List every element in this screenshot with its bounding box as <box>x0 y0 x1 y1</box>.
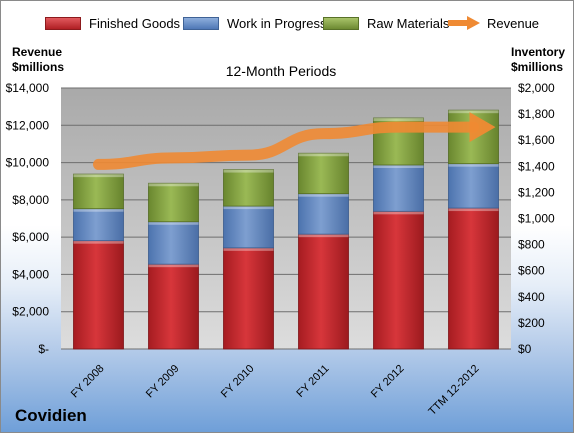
right-tick-label: $2,000 <box>518 81 555 95</box>
bar-top-bevel <box>148 264 199 268</box>
bar-top-bevel <box>223 206 274 210</box>
left-tick-label: $4,000 <box>12 267 49 281</box>
category-label: FY 2009 <box>144 363 182 401</box>
bar-top-bevel <box>448 110 499 114</box>
bar-top-bevel <box>298 234 349 238</box>
left-tick-label: $8,000 <box>12 193 49 207</box>
right-tick-label: $1,200 <box>518 185 555 199</box>
bar-finished-goods <box>448 207 499 350</box>
right-tick-label: $0 <box>518 342 532 356</box>
bar-top-bevel <box>373 164 424 168</box>
left-axis-title-line1: Revenue <box>12 45 63 59</box>
legend-label-work-in-progress: Work in Progress <box>227 15 327 31</box>
bar-top-bevel <box>148 221 199 225</box>
left-tick-label: $10,000 <box>6 156 50 170</box>
bar-work-in-progress <box>148 221 199 265</box>
bar-raw-materials <box>223 169 274 207</box>
left-tick-label: $12,000 <box>6 118 50 132</box>
legend-raw-materials: Raw Materials <box>323 14 449 32</box>
bar-finished-goods <box>373 210 424 350</box>
bar-finished-goods <box>148 263 199 350</box>
legend-arrow-icon <box>448 16 480 30</box>
bar-top-bevel <box>373 118 424 122</box>
legend-swatch-work-in-progress <box>183 16 219 30</box>
bar-work-in-progress <box>73 208 124 242</box>
left-axis-title-line2: $millions <box>12 60 65 74</box>
revenue-line <box>93 121 479 170</box>
bar-top-bevel <box>73 208 124 212</box>
bar-work-in-progress <box>223 205 274 249</box>
company-name: Covidien <box>15 406 87 425</box>
bar-finished-goods <box>73 240 124 350</box>
bar-top-bevel <box>73 174 124 178</box>
bar-raw-materials <box>73 173 124 210</box>
category-label: TTM 12-2012 <box>426 363 481 418</box>
bar-top-bevel <box>223 247 274 251</box>
bar-top-bevel <box>298 193 349 197</box>
legend-revenue: Revenue <box>447 14 539 32</box>
bar-top-bevel <box>373 211 424 215</box>
right-axis-title: Inventory $millions <box>511 45 565 75</box>
left-tick-label: $6,000 <box>12 230 49 244</box>
legend-label-raw-materials: Raw Materials <box>367 15 450 31</box>
bar-top-bevel <box>298 153 349 157</box>
bar-raw-materials <box>298 152 349 195</box>
bar-work-in-progress <box>298 193 349 235</box>
right-tick-label: $1,800 <box>518 107 555 121</box>
left-tick-label: $- <box>38 342 49 356</box>
right-tick-label: $1,600 <box>518 133 555 147</box>
bar-work-in-progress <box>448 163 499 209</box>
right-tick-label: $400 <box>518 290 545 304</box>
bar-top-bevel <box>73 240 124 244</box>
legend-swatch-finished-goods <box>45 16 81 30</box>
bar-top-bevel <box>448 208 499 212</box>
right-axis-title-line2: $millions <box>511 60 564 74</box>
category-label: FY 2010 <box>219 363 257 401</box>
legend-work-in-progress: Work in Progress <box>183 14 326 32</box>
category-label: FY 2008 <box>69 363 107 401</box>
right-tick-label: $600 <box>518 264 545 278</box>
left-axis-title: Revenue $millions <box>12 45 64 75</box>
bar-top-bevel <box>223 169 274 173</box>
bar-raw-materials <box>148 182 199 223</box>
right-tick-label: $200 <box>518 316 545 330</box>
legend-label-finished-goods: Finished Goods <box>89 15 181 31</box>
left-tick-label: $2,000 <box>12 305 49 319</box>
bar-top-bevel <box>148 183 199 187</box>
bar-top-bevel <box>448 163 499 167</box>
bar-finished-goods <box>298 233 349 350</box>
revenue-arrowhead <box>469 112 496 143</box>
right-tick-label: $800 <box>518 238 545 252</box>
legend-label-revenue: Revenue <box>487 15 540 31</box>
legend-finished-goods: Finished Goods <box>45 14 180 32</box>
bar-finished-goods <box>223 247 274 350</box>
category-label: FY 2011 <box>294 363 331 400</box>
left-tick-label: $14,000 <box>6 81 50 95</box>
right-tick-label: $1,000 <box>518 212 555 226</box>
plot-title: 12-Month Periods <box>225 63 337 79</box>
right-tick-label: $1,400 <box>518 159 555 173</box>
legend-swatch-raw-materials <box>323 16 359 30</box>
bar-work-in-progress <box>373 164 424 212</box>
right-axis-title-line1: Inventory <box>511 45 566 59</box>
category-label: FY 2012 <box>369 363 407 401</box>
